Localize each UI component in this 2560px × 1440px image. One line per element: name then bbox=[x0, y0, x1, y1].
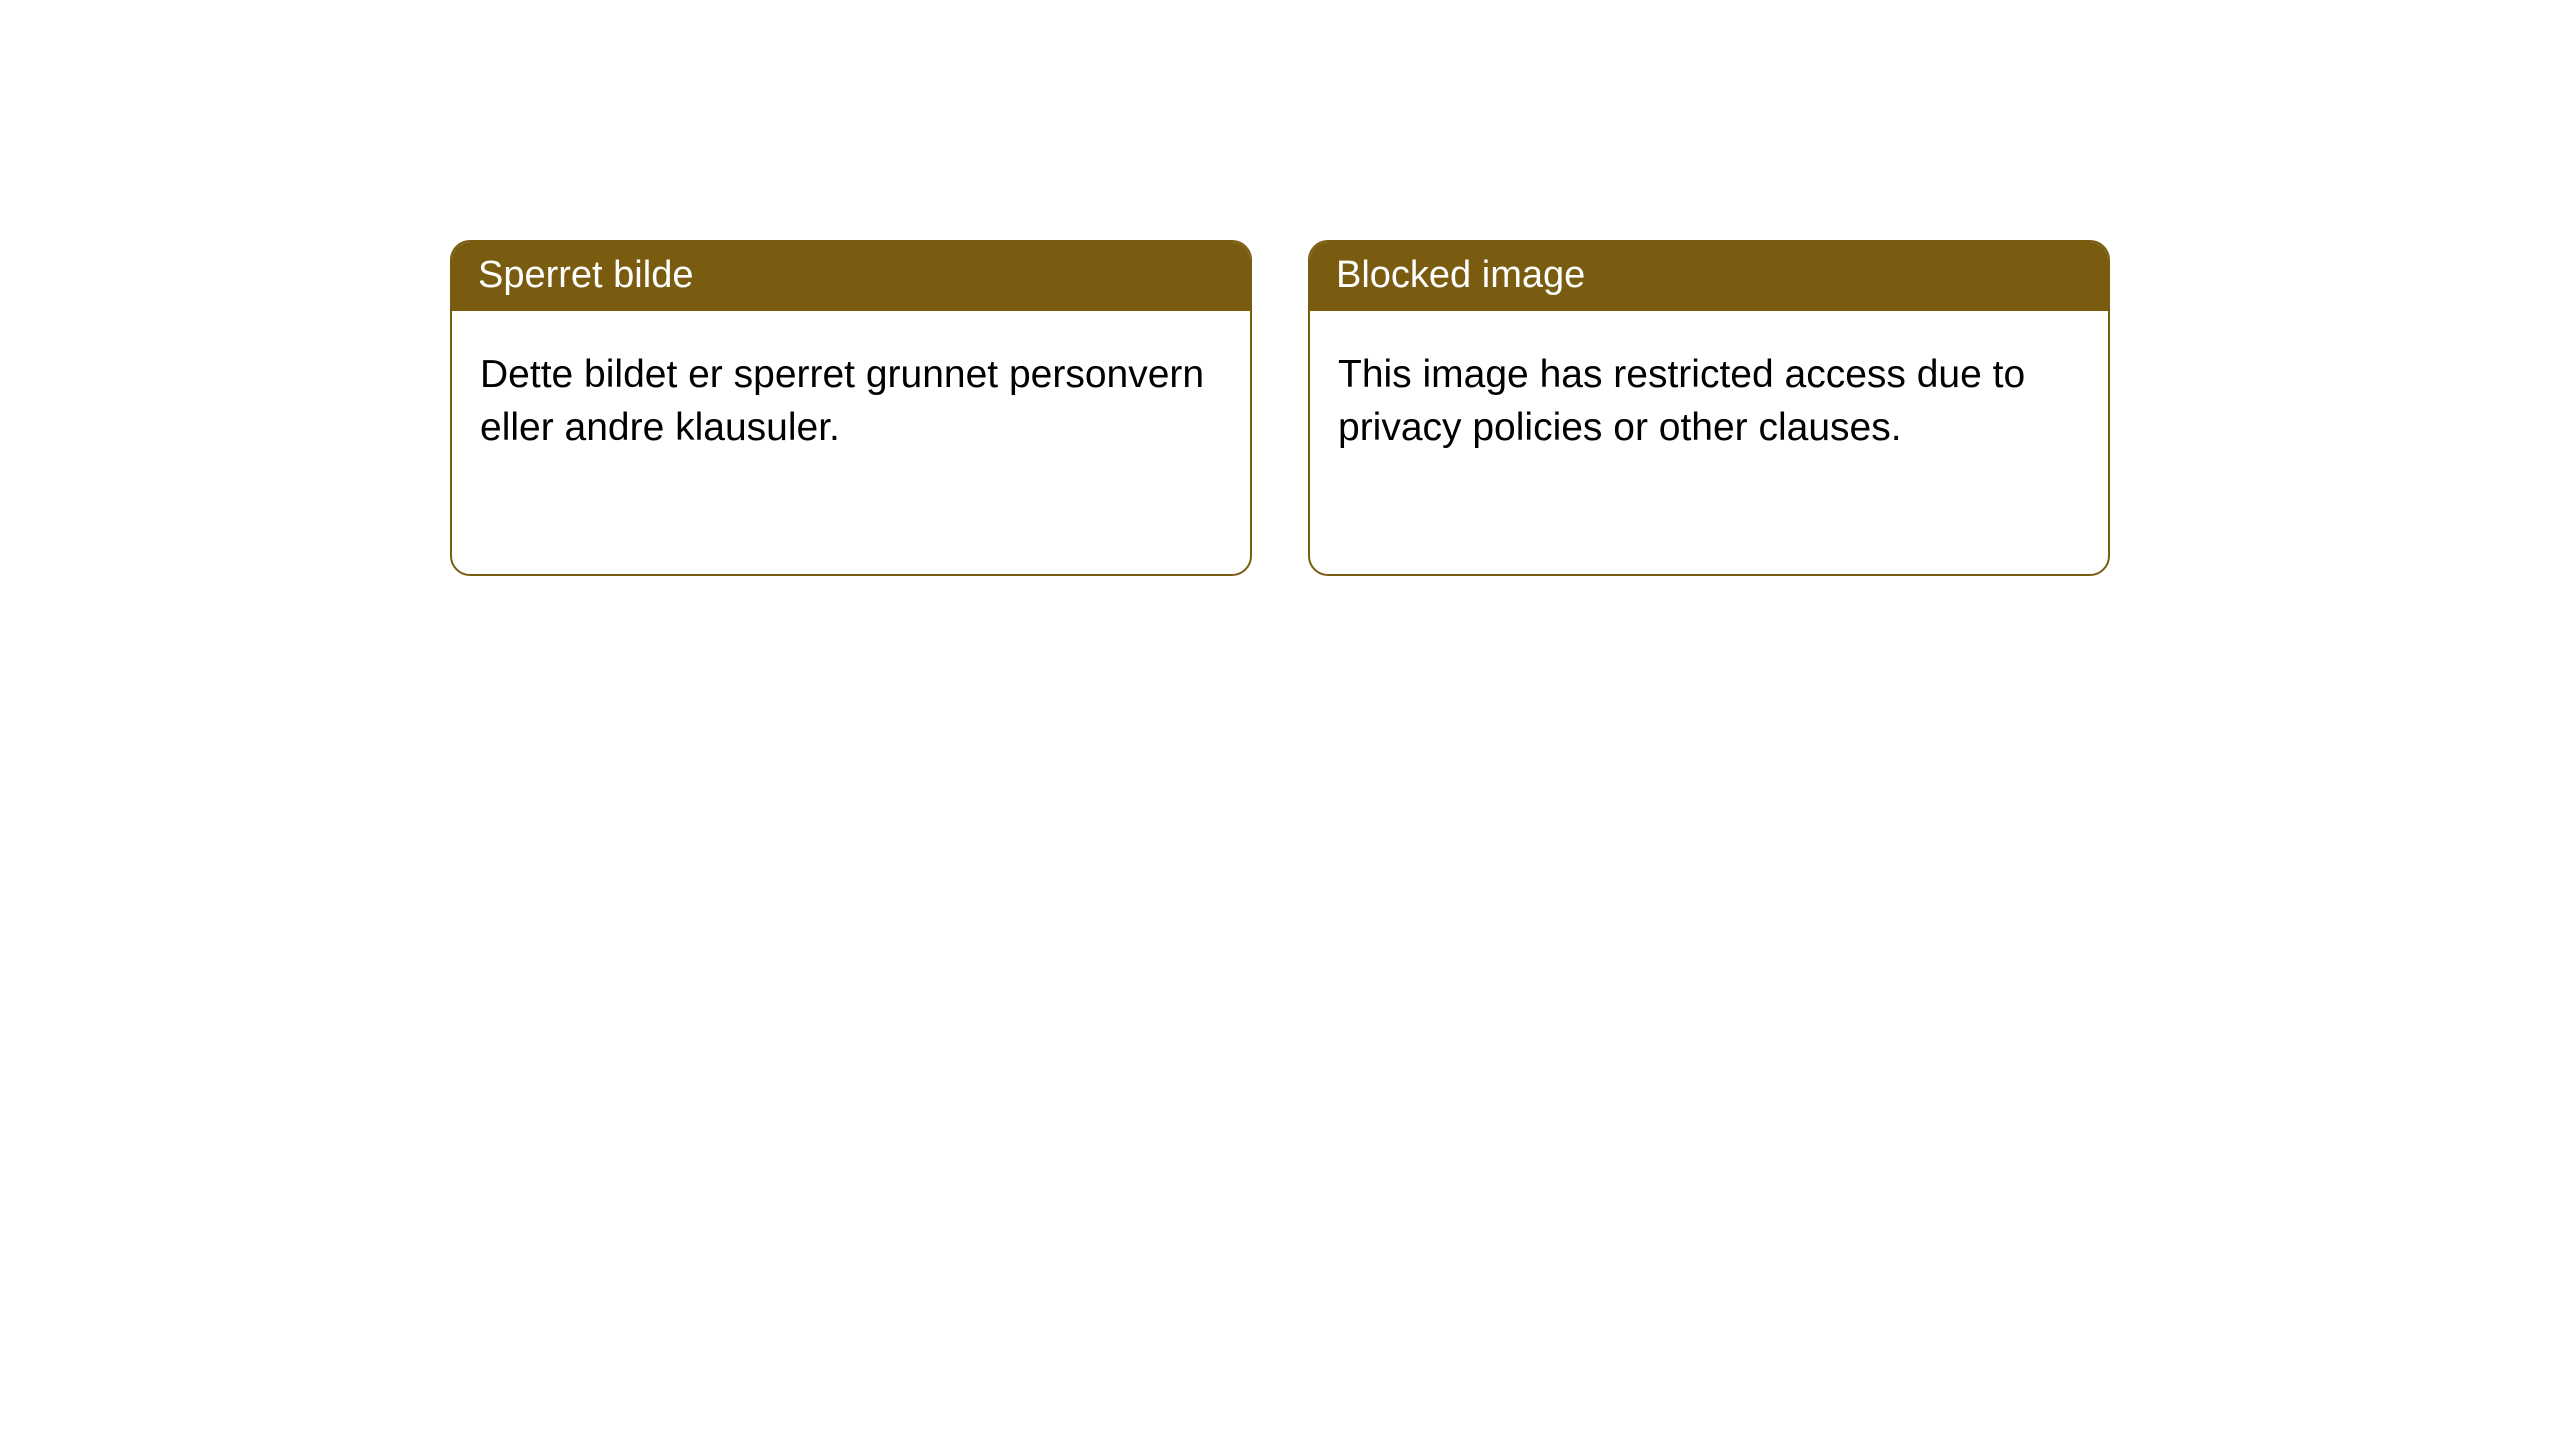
notice-container: Sperret bilde Dette bildet er sperret gr… bbox=[450, 240, 2110, 1440]
notice-card-title: Sperret bilde bbox=[452, 242, 1250, 311]
notice-card-norwegian: Sperret bilde Dette bildet er sperret gr… bbox=[450, 240, 1252, 576]
notice-card-body: This image has restricted access due to … bbox=[1310, 311, 2108, 492]
notice-card-body: Dette bildet er sperret grunnet personve… bbox=[452, 311, 1250, 492]
notice-card-title: Blocked image bbox=[1310, 242, 2108, 311]
notice-card-english: Blocked image This image has restricted … bbox=[1308, 240, 2110, 576]
